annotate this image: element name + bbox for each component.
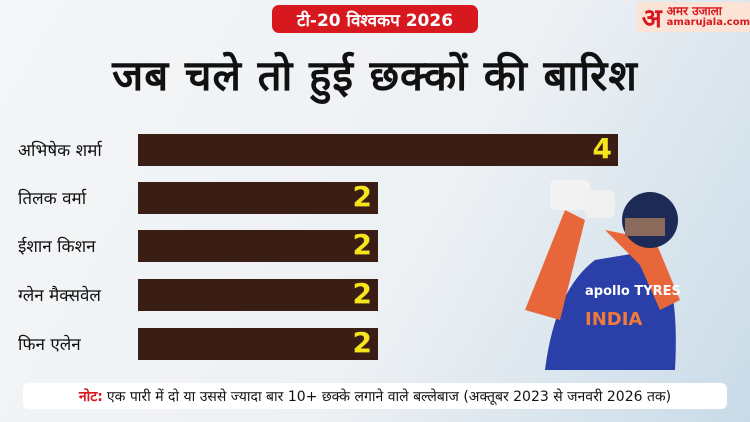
category-label: ईशान किशन [18,237,96,257]
logo-name: अमर उजाला [666,4,722,18]
data-label: 2 [352,277,372,310]
category-label: अभिषेक शर्मा [18,141,102,161]
bar: 2 [138,326,378,360]
cricketer-image: apollo TYRES INDIA [525,180,681,370]
category-label: ग्लेन मैक्सवेल [18,286,101,306]
data-label: 2 [352,180,372,213]
bar: 2 [138,180,378,214]
bar: 2 [138,277,378,311]
jersey-text: INDIA [585,309,642,330]
data-label: 2 [352,326,372,359]
data-label: 4 [592,132,612,165]
tournament-badge: टी-20 विश्वकप 2026 [272,5,478,33]
sixes-bar-chart: अभिषेक शर्मा 4 तिलक वर्मा 2 ईशान किशन 2 ग्लेन … [18,132,618,360]
bar: 4 [138,132,618,166]
note-text: एक पारी में दो या उससे ज्यादा बार 10+ छक… [106,388,672,405]
sponsor-text: apollo TYRES [585,284,681,299]
logo-site: amarujala.com [666,17,750,28]
bar: 2 [138,228,378,262]
amarujala-logo: अ अमर उजाला amarujala.com [637,2,750,34]
category-label: तिलक वर्मा [18,189,87,209]
footnote: नोट: एक पारी में दो या उससे ज्यादा बार 1… [23,383,727,409]
category-label: फिन एलेन [18,335,81,355]
logo-mark: अ [641,4,662,34]
page-title: जब चले तो हुई छक्कों की बारिश [112,51,638,100]
data-label: 2 [352,228,372,261]
note-label: नोट: [78,388,103,405]
